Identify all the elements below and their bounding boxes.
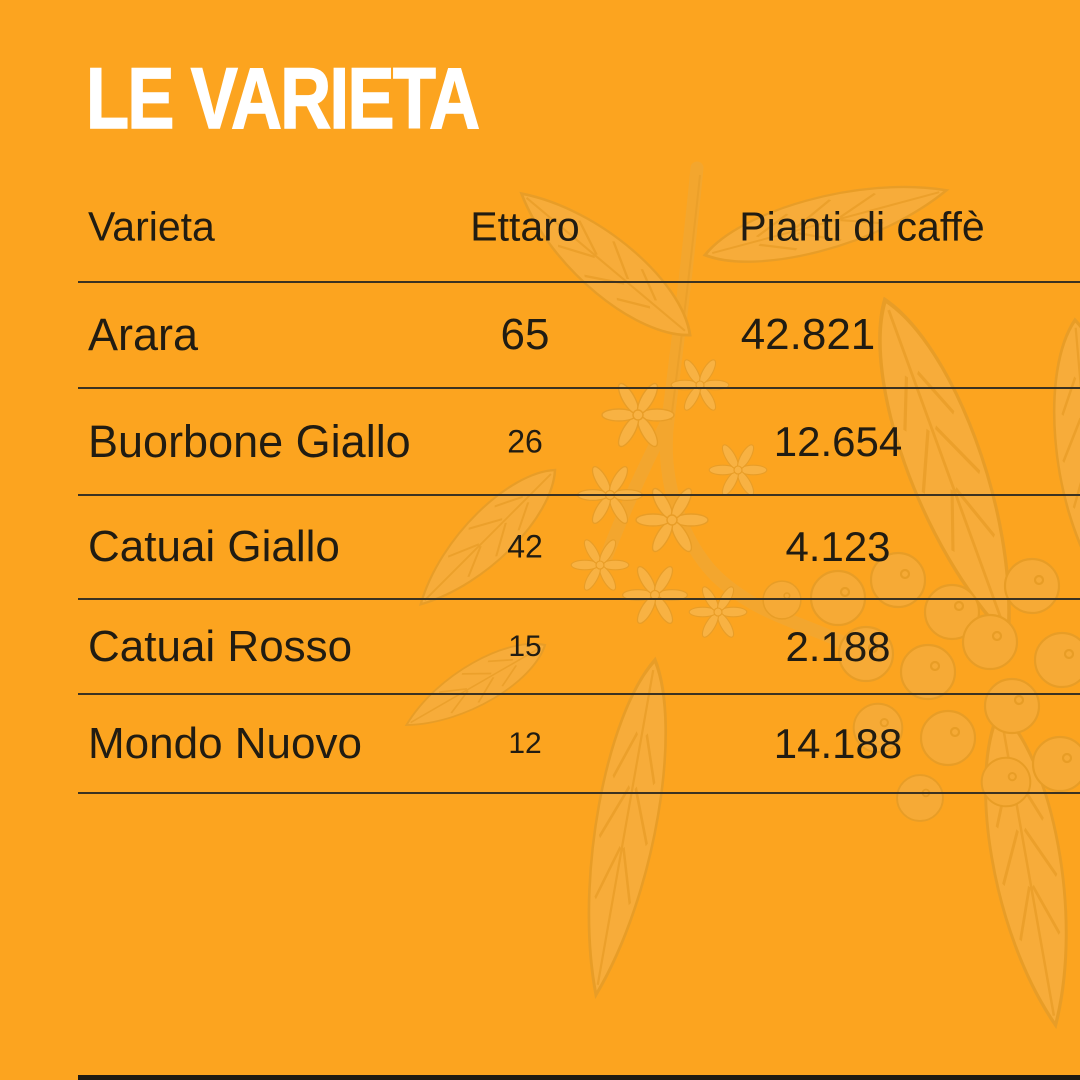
table-header-row: Varieta Ettaro Pianti di caffè <box>78 172 1080 283</box>
table-row: Catuai Rosso 15 2.188 <box>78 600 1080 695</box>
cell-ettaro: 65 <box>500 310 550 359</box>
cell-pianti: 4.123 <box>785 523 891 570</box>
table-row: Mondo Nuovo 12 14.188 <box>78 695 1080 794</box>
cell-varieta: Catuai Rosso <box>88 621 353 671</box>
page-title: LE VARIETA <box>85 51 480 147</box>
column-header-ettaro: Ettaro <box>470 203 580 249</box>
table-row: Arara 65 42.821 <box>78 283 1080 389</box>
varieties-table: Varieta Ettaro Pianti di caffè Arara 65 … <box>78 172 1080 794</box>
column-header-pianti-di-caffe: Pianti di caffè <box>739 203 985 249</box>
varieties-table-body: Arara 65 42.821 Buorbone Giallo 26 12.65… <box>78 283 1080 794</box>
cell-pianti: 2.188 <box>785 622 891 670</box>
cell-varieta: Buorbone Giallo <box>88 415 411 467</box>
table-row: Catuai Giallo 42 4.123 <box>78 496 1080 600</box>
cell-ettaro: 15 <box>508 629 542 663</box>
table-row: Buorbone Giallo 26 12.654 <box>78 389 1080 496</box>
bottom-rule <box>78 1075 1080 1080</box>
cell-ettaro: 12 <box>508 726 542 760</box>
cell-pianti: 12.654 <box>773 417 903 465</box>
cell-varieta: Arara <box>88 309 199 360</box>
cell-ettaro: 26 <box>507 423 543 459</box>
cell-varieta: Catuai Giallo <box>88 522 340 571</box>
cell-varieta: Mondo Nuovo <box>88 718 362 768</box>
column-header-varieta: Varieta <box>88 203 215 249</box>
cell-pianti: 14.188 <box>773 719 903 767</box>
cell-pianti: 42.821 <box>740 310 876 359</box>
cell-ettaro: 42 <box>507 528 543 565</box>
